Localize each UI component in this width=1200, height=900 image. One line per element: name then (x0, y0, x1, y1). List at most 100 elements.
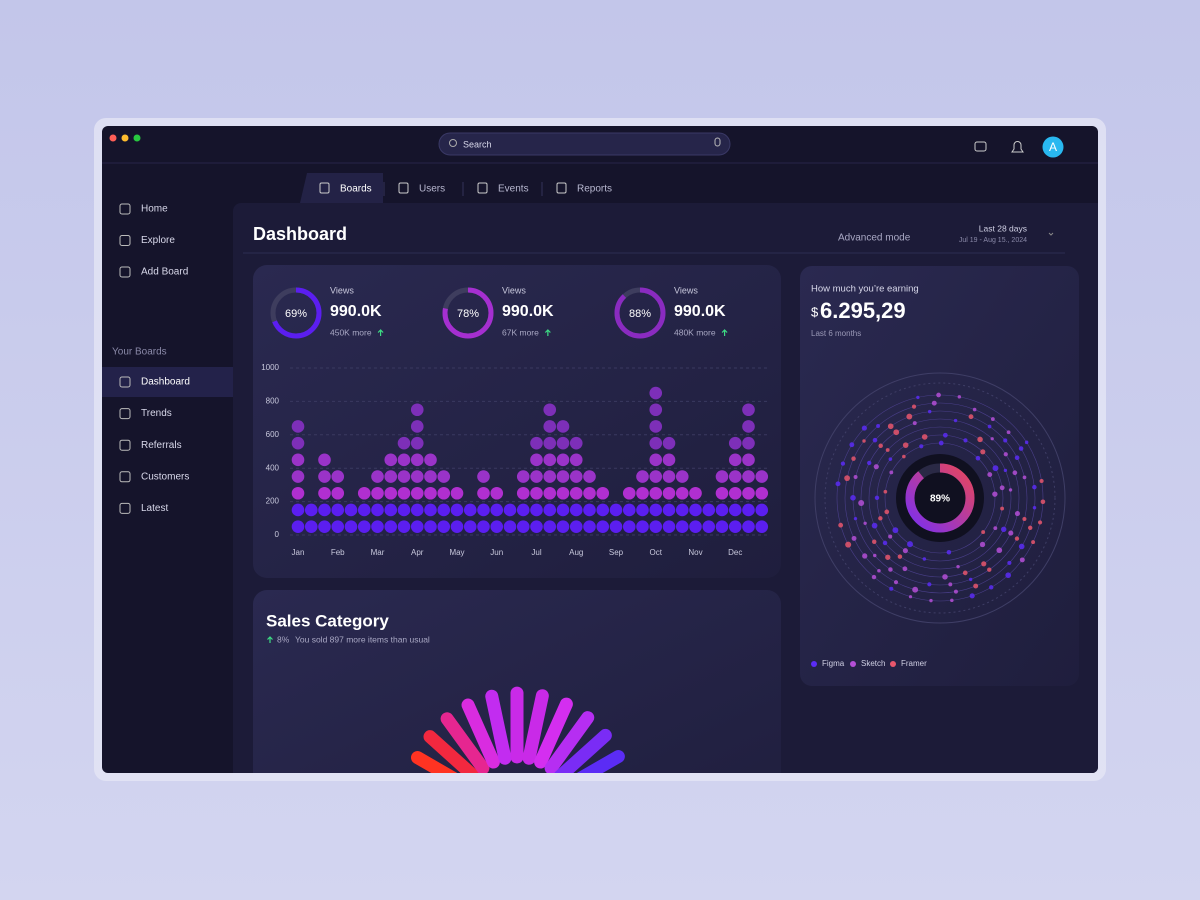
legend-swatch (850, 661, 856, 667)
dot-column (437, 470, 451, 533)
sidebar-section: Your Boards (112, 347, 167, 358)
dot (410, 420, 424, 433)
minimize[interactable] (121, 134, 129, 142)
dot (596, 520, 610, 533)
dot (556, 503, 570, 517)
ring-dot (871, 574, 877, 580)
dot-column (569, 436, 583, 533)
ring-dot (882, 540, 888, 546)
dot (649, 520, 663, 533)
ring-dot (972, 407, 977, 412)
dot (291, 503, 305, 517)
ring-dot (963, 438, 968, 443)
dot (649, 420, 663, 433)
mode-toggle[interactable]: Advanced mode (838, 233, 911, 244)
legend-label: Figma (822, 659, 845, 668)
dot (715, 486, 729, 500)
ring-dot (996, 547, 1003, 554)
ring-dot (981, 530, 986, 535)
dot (437, 520, 451, 533)
core-arc (905, 463, 975, 533)
dot (556, 470, 570, 483)
dot-column (344, 503, 358, 533)
dot (384, 470, 398, 483)
dot-column (503, 503, 517, 533)
ring-dot (962, 570, 968, 576)
ring-dot (838, 522, 844, 528)
dot (331, 486, 345, 500)
mic-icon[interactable] (714, 137, 721, 147)
board-item[interactable]: Referrals (141, 440, 182, 451)
dot (318, 503, 331, 517)
board-item[interactable]: Latest (141, 503, 168, 514)
ring-dot (979, 541, 986, 548)
x-tick-label: Feb (331, 548, 345, 557)
dot (384, 520, 398, 533)
tab[interactable]: Events (498, 184, 529, 195)
ring-dot (1018, 446, 1024, 451)
x-tick-label: Jul (531, 548, 541, 557)
dot-column (583, 470, 596, 533)
ring-dot (980, 449, 986, 455)
dot (304, 503, 318, 517)
board-item[interactable]: Dashboard (141, 377, 190, 388)
ring-dot (885, 448, 890, 452)
dot (569, 436, 583, 450)
date-range[interactable]: Last 28 days (979, 223, 1027, 233)
tab[interactable]: Users (419, 184, 445, 195)
ring-dot (1005, 572, 1011, 579)
avatar[interactable] (1042, 136, 1064, 158)
tab[interactable]: Reports (577, 184, 612, 195)
maximize[interactable] (133, 134, 141, 142)
dot (477, 486, 490, 500)
dot (397, 486, 411, 500)
tab[interactable]: Boards (340, 184, 372, 195)
ring-dot (953, 418, 958, 423)
nav-item[interactable]: Add Board (141, 267, 188, 278)
ring-dot (1012, 470, 1018, 476)
dot (331, 503, 345, 517)
dot (715, 520, 729, 533)
dot (490, 503, 504, 517)
sales-note: You sold 897 more items than usual (295, 634, 430, 644)
currency: $ (811, 304, 819, 319)
board-item[interactable]: Trends (141, 408, 172, 419)
board-item[interactable]: Customers (141, 471, 189, 482)
y-tick-label: 0 (275, 530, 280, 539)
dot-column (596, 486, 610, 533)
ring-dot (873, 464, 879, 470)
dot-column (530, 436, 543, 533)
dot (318, 453, 331, 467)
ring-dot (993, 526, 998, 531)
close[interactable] (109, 134, 117, 142)
ring-dot (871, 522, 878, 529)
bell-icon[interactable] (1011, 141, 1024, 153)
search-box[interactable] (438, 132, 731, 156)
dropdown-caret[interactable] (1048, 232, 1054, 236)
dot (728, 436, 742, 450)
ring-dot (862, 439, 866, 443)
up-arrow (377, 329, 384, 336)
dot-column (662, 436, 676, 533)
earning-title: How much you’re earning (811, 284, 919, 295)
dot-column (397, 436, 411, 533)
dot (715, 470, 729, 483)
stat-value: 990.0K (674, 303, 726, 320)
dot (649, 403, 663, 417)
dot (556, 420, 570, 433)
nav-item[interactable]: Explore (141, 235, 175, 246)
dot (397, 453, 411, 467)
ring-dot (1014, 536, 1020, 541)
x-tick-label: Oct (650, 548, 663, 557)
dot (490, 486, 504, 500)
dot (675, 503, 689, 517)
nav-item[interactable]: Home (141, 204, 168, 215)
dot-column (357, 486, 371, 533)
dot (371, 486, 384, 500)
ring-dot (884, 509, 890, 515)
dot-column (291, 420, 305, 533)
dot (755, 503, 769, 517)
video-icon[interactable] (974, 141, 987, 152)
dot (291, 520, 305, 533)
dot (702, 520, 716, 533)
